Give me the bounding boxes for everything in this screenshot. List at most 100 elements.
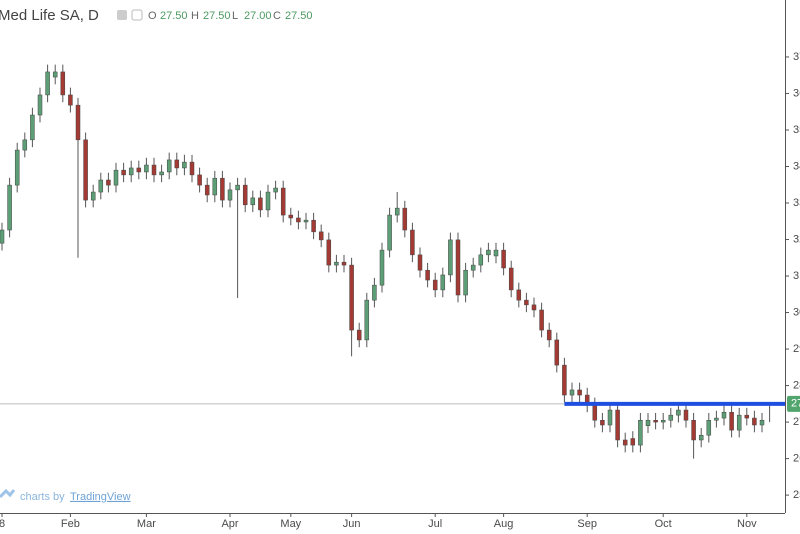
x-tick-label: Mar xyxy=(137,518,156,530)
candle-body xyxy=(493,249,499,257)
candle-body xyxy=(478,254,484,266)
candle-body xyxy=(189,161,195,176)
candle-body xyxy=(296,217,301,223)
candle-body xyxy=(60,71,66,96)
ohlc-value: 27.50 xyxy=(285,10,313,22)
candle-body xyxy=(136,167,142,173)
candle-body xyxy=(113,169,119,186)
x-tick-label: Sep xyxy=(577,518,597,530)
watermark: charts by TradingView xyxy=(0,488,131,503)
y-tick-label: 28 xyxy=(793,379,800,391)
candle-body xyxy=(7,184,12,231)
y-tick-label: 26 xyxy=(793,453,800,465)
candle-body xyxy=(288,214,294,219)
candle-body xyxy=(531,304,537,311)
candle-body xyxy=(258,197,263,211)
candle-body xyxy=(516,289,522,301)
y-tick-label: 32 xyxy=(793,233,800,245)
candle-body xyxy=(440,274,446,291)
candle-body xyxy=(638,420,643,446)
candle-body xyxy=(470,264,476,271)
candle-body xyxy=(151,164,157,176)
candle-body xyxy=(698,434,704,441)
candle-body xyxy=(273,187,278,193)
candle-body xyxy=(394,207,400,216)
candle-body xyxy=(592,404,598,421)
candle-body xyxy=(653,420,658,423)
candle-body xyxy=(508,267,514,291)
y-tick-label: 30 xyxy=(793,306,800,318)
y-tick-label: 36 xyxy=(793,87,800,99)
candle-body xyxy=(607,409,613,426)
candle-body xyxy=(68,94,73,106)
candle-body xyxy=(668,414,674,421)
icon[interactable] xyxy=(131,9,143,21)
candle-body xyxy=(463,269,468,296)
candle-body xyxy=(166,159,172,173)
candle-body xyxy=(174,159,180,169)
candle-body xyxy=(562,364,567,396)
x-tick-label: May xyxy=(280,518,301,530)
candle-body xyxy=(128,167,134,176)
candle-body xyxy=(600,420,605,426)
candle-body xyxy=(379,249,385,286)
watermark-brand[interactable]: TradingView xyxy=(70,491,131,503)
candle-body xyxy=(645,420,651,426)
candle-body xyxy=(159,171,164,176)
candle-body xyxy=(706,420,712,436)
candle-body xyxy=(341,261,347,266)
y-tick-label: 27 xyxy=(793,416,800,428)
candle-body xyxy=(0,229,5,244)
candle-body xyxy=(311,219,316,233)
ohlc-value: 27.00 xyxy=(244,10,272,22)
y-tick-label: 35 xyxy=(793,124,800,136)
ohlc-key: L xyxy=(232,10,238,22)
x-tick-label: Feb xyxy=(61,518,80,530)
candle-body xyxy=(303,219,309,223)
candle-body xyxy=(736,414,742,431)
x-tick-label: Oct xyxy=(655,518,672,530)
candle-body xyxy=(265,191,271,211)
candle-body xyxy=(75,104,81,141)
candle-body xyxy=(144,164,149,173)
candle-body xyxy=(22,139,28,151)
y-tick-label: 31 xyxy=(793,270,800,282)
candle-body xyxy=(759,420,765,426)
candle-body xyxy=(691,420,696,441)
candle-body xyxy=(45,71,50,96)
candle-body xyxy=(242,184,248,206)
candle-body xyxy=(356,329,362,341)
y-tick-label: 34 xyxy=(793,160,800,172)
last-price-label: 27.50 xyxy=(791,398,800,410)
candle-body xyxy=(326,239,332,266)
candle-body xyxy=(235,184,240,191)
logo xyxy=(0,488,16,499)
ohlc-key: O xyxy=(148,10,157,22)
candle-body xyxy=(425,269,430,281)
candle-body xyxy=(98,179,104,193)
candle-body xyxy=(448,239,453,276)
y-tick-label: 29 xyxy=(793,343,800,355)
candle-body xyxy=(318,231,324,241)
candle-body xyxy=(182,161,187,169)
watermark-prefix: charts by xyxy=(20,491,65,503)
candle-body xyxy=(212,177,218,196)
candle-body xyxy=(615,409,620,441)
candle-body xyxy=(546,329,552,341)
ohlc-legend: O 27.50 H 27.50 L 27.00 C 27.50 xyxy=(148,10,313,22)
candle-body xyxy=(30,114,35,141)
candle-body xyxy=(577,389,582,396)
candle-body xyxy=(334,261,339,266)
last-price-box xyxy=(787,395,800,412)
ohlc-value: 27.50 xyxy=(203,10,231,22)
candle-body xyxy=(729,411,734,431)
candle-body xyxy=(250,197,256,206)
candle-body xyxy=(539,309,544,331)
candle-body xyxy=(197,174,202,186)
icon[interactable] xyxy=(117,10,127,20)
x-tick-label: Jul xyxy=(428,518,442,530)
x-tick-label: Aug xyxy=(494,518,514,530)
x-tick-label: Jun xyxy=(343,518,361,530)
candle-body xyxy=(387,214,392,251)
